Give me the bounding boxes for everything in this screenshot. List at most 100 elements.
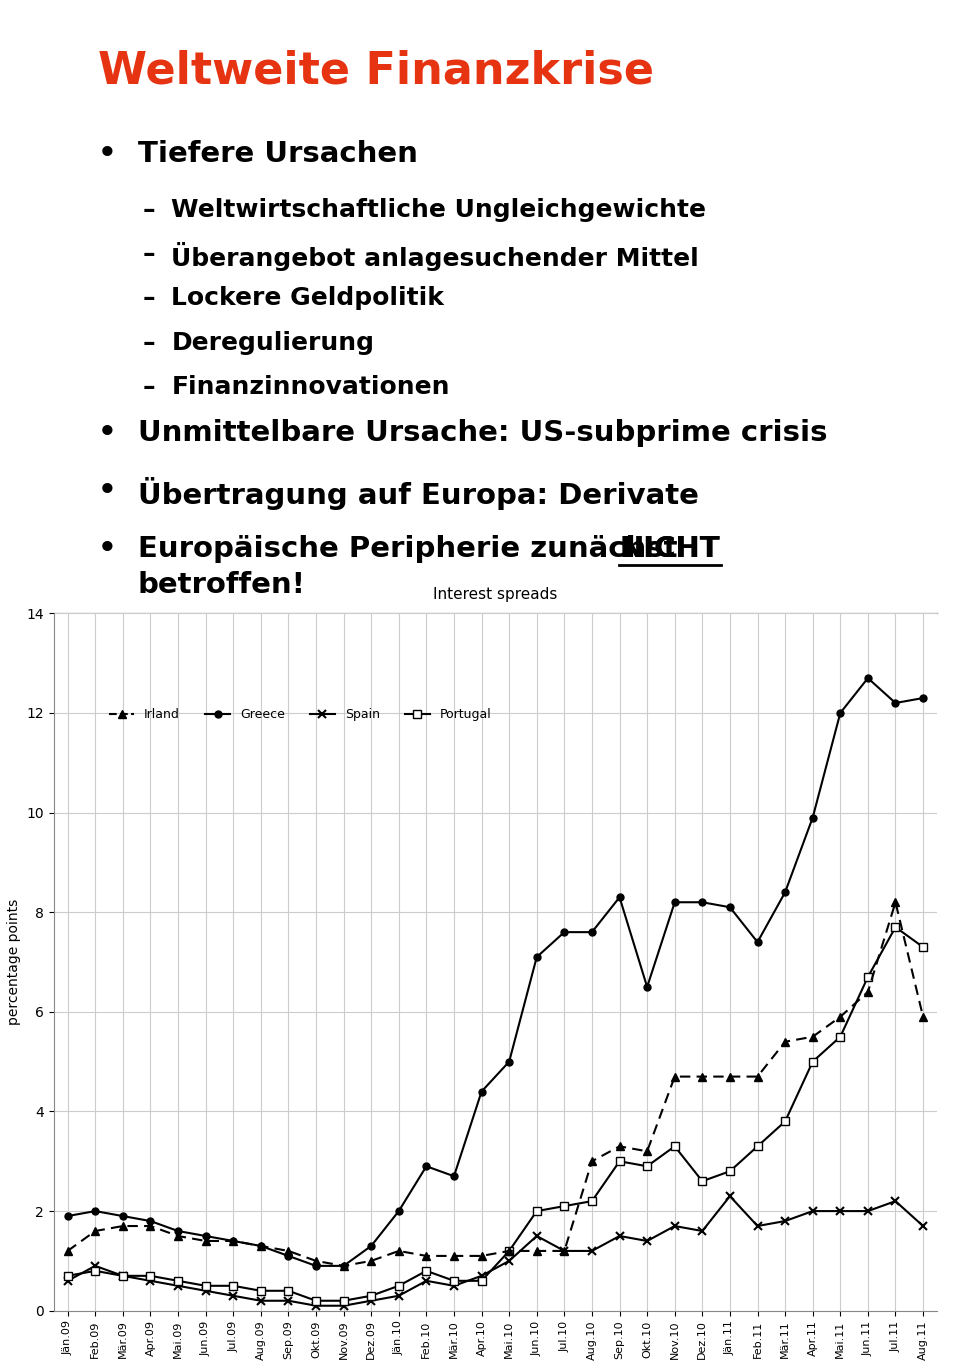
Greece — [862, 670, 874, 686]
Spain — [420, 1273, 432, 1289]
Spain — [613, 1228, 625, 1244]
Spain — [448, 1278, 460, 1295]
Spain — [862, 1203, 874, 1219]
Irland — [780, 1033, 791, 1050]
Greece — [310, 1258, 322, 1274]
Spain — [890, 1193, 901, 1210]
Portugal — [531, 1203, 542, 1219]
Spain — [393, 1288, 404, 1304]
Portugal — [890, 919, 901, 935]
Greece — [448, 1167, 460, 1184]
Irland — [61, 1243, 73, 1259]
Portugal — [61, 1267, 73, 1284]
Spain — [724, 1188, 735, 1204]
Irland — [890, 894, 901, 910]
Greece — [255, 1237, 267, 1254]
Spain — [752, 1218, 763, 1234]
Text: •: • — [98, 534, 117, 562]
Irland — [200, 1233, 211, 1249]
Text: –: – — [142, 242, 155, 267]
Line: Portugal: Portugal — [63, 923, 927, 1305]
Line: Irland: Irland — [63, 898, 927, 1270]
Spain — [61, 1273, 73, 1289]
Irland — [503, 1243, 515, 1259]
Portugal — [476, 1273, 488, 1289]
Portugal — [503, 1243, 515, 1259]
Irland — [918, 1009, 929, 1025]
Greece — [807, 809, 819, 826]
Irland — [145, 1218, 156, 1234]
Text: Tiefere Ursachen: Tiefere Ursachen — [137, 141, 418, 168]
Greece — [531, 949, 542, 965]
Irland — [89, 1223, 101, 1240]
Portugal — [366, 1288, 377, 1304]
Text: Unmittelbare Ursache: US-subprime crisis: Unmittelbare Ursache: US-subprime crisis — [137, 420, 828, 447]
Portugal — [228, 1278, 239, 1295]
Portugal — [393, 1278, 404, 1295]
Text: •: • — [98, 141, 117, 168]
Portugal — [780, 1113, 791, 1129]
Greece — [724, 899, 735, 916]
Portugal — [282, 1282, 294, 1299]
Irland — [117, 1218, 129, 1234]
Text: •: • — [98, 477, 117, 504]
Text: NICHT: NICHT — [619, 534, 720, 562]
Greece — [834, 705, 846, 722]
Portugal — [587, 1193, 598, 1210]
Portugal — [559, 1197, 570, 1214]
Text: –: – — [142, 331, 155, 355]
Text: –: – — [142, 375, 155, 399]
Text: –: – — [142, 287, 155, 310]
Irland — [724, 1069, 735, 1085]
Greece — [117, 1208, 129, 1225]
Portugal — [918, 939, 929, 956]
Irland — [697, 1069, 708, 1085]
Spain — [834, 1203, 846, 1219]
Portugal — [145, 1267, 156, 1284]
Portugal — [752, 1139, 763, 1155]
Text: Deregulierung: Deregulierung — [171, 331, 374, 355]
Irland — [587, 1154, 598, 1170]
Irland — [366, 1252, 377, 1269]
Greece — [559, 924, 570, 940]
Spain — [228, 1288, 239, 1304]
Text: Europäische Peripherie zunächst: Europäische Peripherie zunächst — [137, 534, 687, 562]
Spain — [476, 1267, 488, 1284]
Portugal — [862, 969, 874, 986]
Greece — [641, 979, 653, 995]
Greece — [366, 1237, 377, 1254]
Spain — [641, 1233, 653, 1249]
Text: Übertragung auf Europa: Derivate: Übertragung auf Europa: Derivate — [137, 477, 699, 510]
Text: NICHT: NICHT — [619, 534, 720, 562]
Greece — [752, 934, 763, 950]
Portugal — [89, 1263, 101, 1280]
Irland — [476, 1248, 488, 1264]
Portugal — [172, 1273, 183, 1289]
Portugal — [117, 1267, 129, 1284]
Greece — [697, 894, 708, 910]
Portugal — [669, 1139, 681, 1155]
Greece — [420, 1158, 432, 1174]
Irland — [862, 984, 874, 1001]
Greece — [282, 1248, 294, 1264]
Greece — [338, 1258, 349, 1274]
Title: Interest spreads: Interest spreads — [433, 588, 558, 603]
Text: –: – — [142, 198, 155, 221]
Text: Überangebot anlagesuchender Mittel: Überangebot anlagesuchender Mittel — [171, 242, 699, 271]
Text: betroffen!: betroffen! — [137, 571, 305, 599]
Irland — [559, 1243, 570, 1259]
Spain — [807, 1203, 819, 1219]
Greece — [780, 884, 791, 901]
Greece — [393, 1203, 404, 1219]
Portugal — [807, 1054, 819, 1070]
Spain — [697, 1223, 708, 1240]
Legend: Irland, Greece, Spain, Portugal: Irland, Greece, Spain, Portugal — [105, 703, 496, 726]
Irland — [420, 1248, 432, 1264]
Spain — [310, 1297, 322, 1314]
Portugal — [310, 1293, 322, 1310]
Greece — [61, 1208, 73, 1225]
Text: •: • — [98, 420, 117, 447]
Irland — [338, 1258, 349, 1274]
Spain — [366, 1293, 377, 1310]
Greece — [890, 694, 901, 711]
